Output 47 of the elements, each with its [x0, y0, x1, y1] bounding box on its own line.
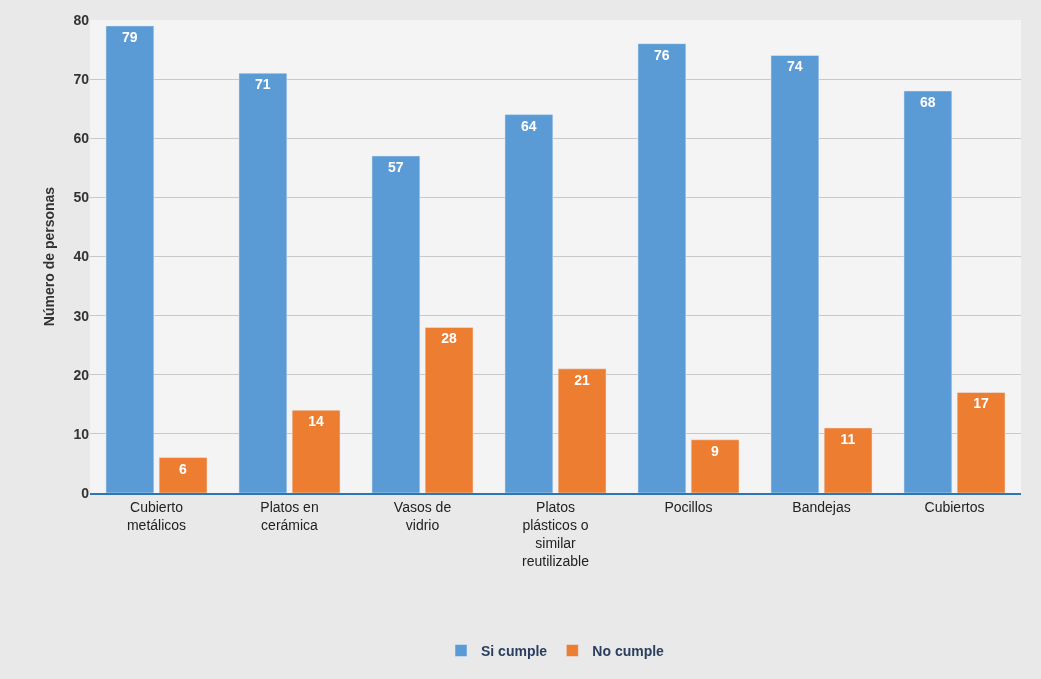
- y-tick-label: 0: [81, 484, 90, 501]
- data-label: 71: [255, 76, 271, 93]
- data-label: 74: [787, 58, 803, 75]
- bar: [956, 392, 1006, 493]
- y-tick-label: 10: [73, 425, 90, 442]
- bar: [690, 439, 740, 493]
- data-label: 9: [711, 442, 720, 459]
- data-label: 68: [920, 93, 936, 110]
- y-tick-label: 80: [73, 11, 90, 28]
- bar: [557, 368, 607, 493]
- data-label: 14: [308, 413, 324, 430]
- x-tick-label: Cubierto metálicos: [126, 498, 187, 533]
- legend-label: Si cumple: [481, 642, 548, 659]
- data-label: 28: [441, 330, 457, 347]
- x-tick-label: Bandejas: [792, 498, 851, 515]
- bar: [637, 43, 687, 493]
- data-label: 64: [521, 117, 537, 134]
- data-label: 11: [840, 430, 856, 447]
- data-label: 79: [122, 28, 138, 45]
- data-label: 76: [654, 46, 670, 63]
- data-label: 57: [388, 158, 404, 175]
- x-tick-label: Vasos de vidrio: [393, 498, 452, 533]
- bar: [504, 114, 554, 493]
- x-tick-label: Platos en cerámica: [260, 498, 319, 533]
- bar: [105, 25, 155, 493]
- bar: [291, 409, 341, 493]
- data-label: 6: [179, 460, 188, 477]
- y-tick-label: 70: [73, 71, 90, 88]
- bar: [238, 72, 288, 493]
- x-tick-label: Platos plásticos o similar reutilizable: [522, 498, 590, 570]
- y-tick-label: 20: [73, 366, 90, 383]
- y-axis-title: Número de personas: [41, 186, 58, 327]
- bar: [158, 457, 208, 493]
- bar: [424, 327, 474, 493]
- y-tick-label: 50: [73, 189, 90, 206]
- bar: [823, 427, 873, 493]
- legend-label: No cumple: [592, 642, 665, 659]
- x-tick-label: Cubiertos: [924, 498, 985, 515]
- y-tick-label: 60: [73, 130, 90, 147]
- bar: [371, 155, 421, 493]
- y-tick-label: 30: [73, 307, 90, 324]
- bar: [770, 55, 820, 493]
- y-tick-label: 40: [73, 248, 90, 265]
- x-tick-label: Pocillos: [664, 498, 713, 515]
- data-label: 21: [574, 371, 590, 388]
- data-label: 17: [973, 395, 989, 412]
- bar: [903, 90, 953, 493]
